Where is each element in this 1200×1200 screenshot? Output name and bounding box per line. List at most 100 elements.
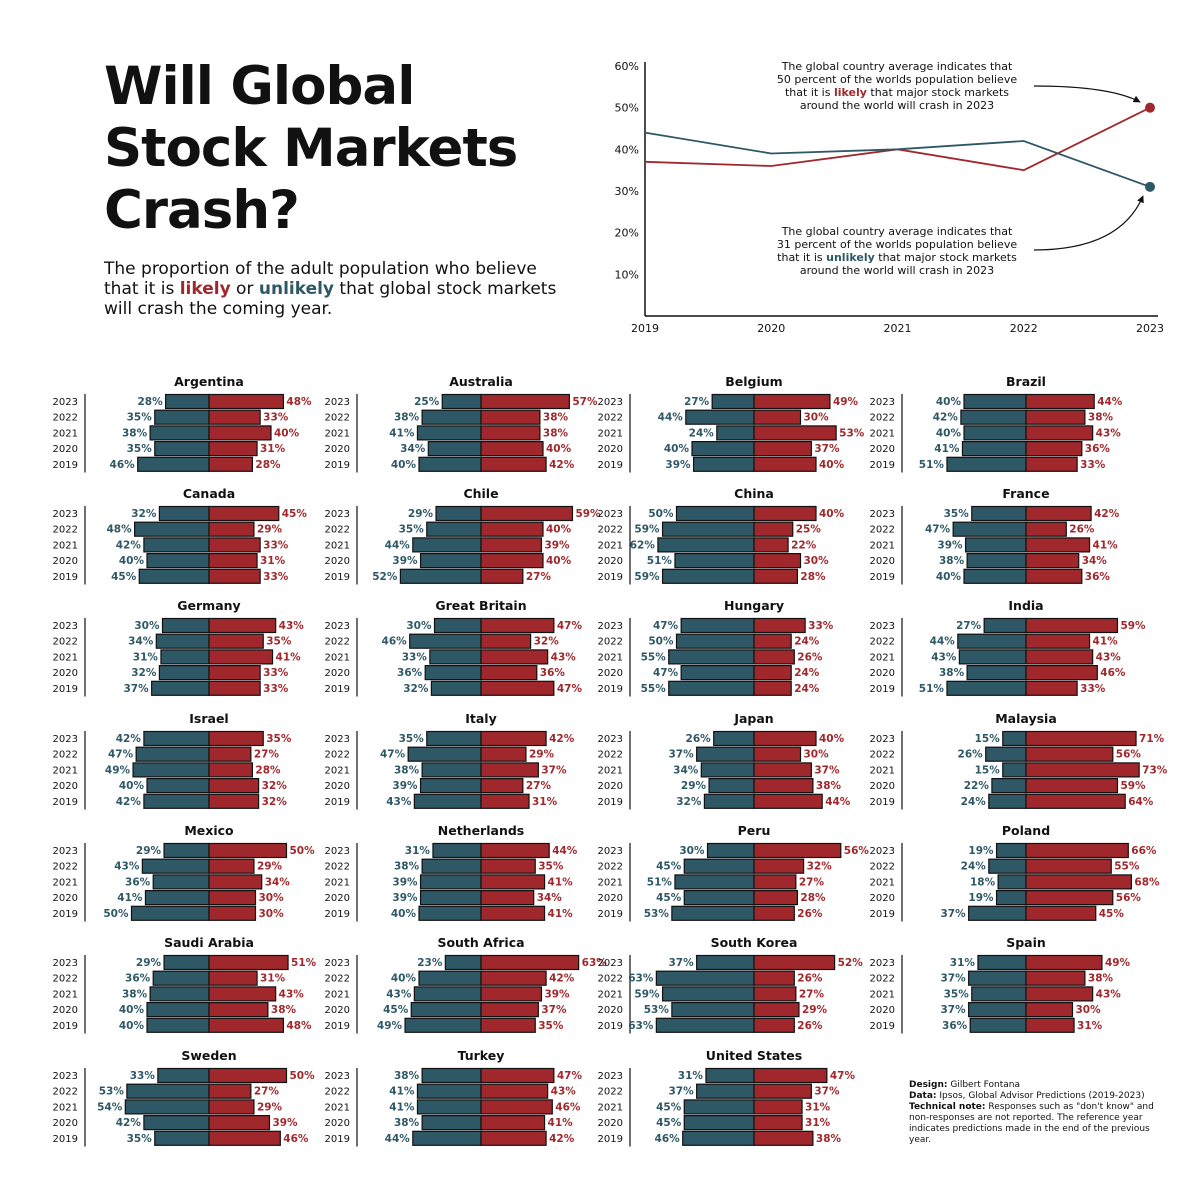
- value-label-likely: 38%: [1088, 412, 1114, 424]
- value-label-likely: 33%: [1080, 683, 1106, 695]
- bar-likely: [753, 633, 792, 649]
- bar-likely: [753, 874, 797, 890]
- bar-likely: [480, 1083, 549, 1099]
- bar-likely: [208, 777, 260, 794]
- year-label: 2020: [870, 444, 895, 455]
- value-label-likely: 40%: [546, 443, 572, 455]
- bar-unlikely: [655, 970, 755, 986]
- bar-likely: [1025, 393, 1095, 410]
- bar-likely: [480, 568, 524, 584]
- value-label-unlikely: 31%: [133, 651, 159, 663]
- bar-unlikely: [154, 409, 210, 425]
- country-panel: France 2023 35% 42% 2022 47% 26% 2021 39% 41% 2020…: [870, 486, 1120, 585]
- bar-unlikely: [158, 505, 210, 522]
- year-label: 2022: [598, 637, 623, 648]
- bar-likely: [753, 441, 812, 457]
- year-label: 2019: [325, 460, 350, 471]
- value-label-likely: 45%: [1099, 908, 1125, 920]
- value-label-likely: 56%: [1116, 892, 1142, 904]
- bar-likely: [753, 1114, 803, 1131]
- annotation-unlikely-line: that it is unlikely that major stock mar…: [777, 251, 1017, 264]
- year-label: 2019: [598, 797, 623, 808]
- value-label-likely: 33%: [1080, 459, 1106, 471]
- value-label-likely: 32%: [534, 636, 560, 648]
- value-label-likely: 52%: [838, 957, 864, 969]
- bar-likely: [1025, 858, 1112, 874]
- bar-likely: [753, 1017, 795, 1033]
- year-label: 2023: [598, 846, 623, 857]
- bar-likely: [480, 425, 541, 441]
- country-panel: Italy 2023 35% 42% 2022 47% 29% 2021 38% 37% 2020 3…: [325, 711, 575, 810]
- value-label-likely: 30%: [804, 412, 830, 424]
- country-name: Germany: [177, 598, 240, 613]
- year-label: 2022: [870, 637, 895, 648]
- subtitle: The proportion of the adult population w…: [104, 259, 574, 319]
- country-name: Israel: [189, 711, 228, 726]
- country-panel: Brazil 2023 40% 44% 2022 42% 38% 2021 40% 43% 2020…: [870, 374, 1123, 473]
- bar-likely: [208, 664, 261, 681]
- bar-likely: [480, 393, 570, 410]
- bar-unlikely: [412, 1130, 482, 1146]
- bar-unlikely: [160, 649, 210, 665]
- value-label-unlikely: 42%: [116, 796, 142, 808]
- value-label-likely: 49%: [1105, 957, 1131, 969]
- value-label-likely: 43%: [1096, 427, 1122, 439]
- value-label-unlikely: 49%: [105, 764, 131, 776]
- bar-likely: [753, 889, 799, 906]
- value-label-unlikely: 29%: [681, 780, 707, 792]
- value-label-unlikely: 31%: [678, 1070, 704, 1082]
- year-label: 2021: [325, 1102, 350, 1113]
- bar-unlikely: [983, 617, 1027, 634]
- value-label-likely: 73%: [1142, 764, 1168, 776]
- bar-likely: [1025, 986, 1094, 1002]
- year-label: 2020: [53, 668, 78, 679]
- bar-likely: [480, 649, 549, 665]
- value-label-unlikely: 36%: [125, 973, 151, 985]
- subtitle-part-1: The proportion of the adult population w…: [104, 259, 537, 299]
- bar-unlikely: [151, 680, 210, 696]
- value-label-likely: 37%: [541, 1004, 567, 1016]
- year-label: 2021: [325, 765, 350, 776]
- annotation-likely-line: around the world will crash in 2023: [800, 99, 994, 112]
- year-label: 2022: [870, 862, 895, 873]
- country-name: Poland: [1002, 823, 1050, 838]
- bar-likely: [1025, 793, 1126, 809]
- year-label: 2020: [325, 781, 350, 792]
- value-label-unlikely: 39%: [392, 555, 418, 567]
- year-label: 2021: [325, 989, 350, 1000]
- bar-likely: [1025, 874, 1133, 890]
- year-label: 2023: [870, 958, 895, 969]
- bar-unlikely: [966, 664, 1027, 681]
- bar-likely: [208, 505, 280, 522]
- bar-unlikely: [657, 537, 755, 553]
- bar-unlikely: [683, 1114, 755, 1131]
- year-label: 2022: [598, 974, 623, 985]
- value-label-unlikely: 39%: [392, 892, 418, 904]
- value-label-likely: 26%: [797, 908, 823, 920]
- value-label-unlikely: 51%: [919, 459, 945, 471]
- bar-unlikely: [419, 777, 482, 794]
- country-panel: Germany 2023 30% 43% 2022 34% 35% 2021 31% 41% 202…: [53, 598, 304, 697]
- value-label-likely: 56%: [844, 845, 870, 857]
- bar-likely: [208, 441, 258, 457]
- bar-unlikely: [426, 730, 482, 747]
- credit-note-label: Technical note:: [909, 1102, 986, 1112]
- bar-likely: [480, 777, 524, 794]
- year-label: 2022: [53, 974, 78, 985]
- annotation-unlikely-line: The global country average indicates tha…: [781, 225, 1013, 238]
- bar-unlikely: [416, 1099, 482, 1115]
- value-label-unlikely: 40%: [119, 1020, 145, 1032]
- bar-unlikely: [952, 521, 1027, 537]
- line-chart-y-tick-label: 30%: [615, 185, 639, 198]
- bar-likely: [1025, 954, 1103, 971]
- value-label-unlikely: 31%: [950, 957, 976, 969]
- line-series-likely: [644, 106, 1151, 172]
- value-label-unlikely: 63%: [628, 1020, 654, 1032]
- year-label: 2019: [870, 572, 895, 583]
- value-label-likely: 40%: [546, 555, 572, 567]
- year-label: 2022: [598, 525, 623, 536]
- bar-unlikely: [957, 633, 1027, 649]
- year-label: 2022: [53, 1087, 78, 1098]
- country-name: Australia: [449, 374, 513, 389]
- value-label-unlikely: 38%: [122, 988, 148, 1000]
